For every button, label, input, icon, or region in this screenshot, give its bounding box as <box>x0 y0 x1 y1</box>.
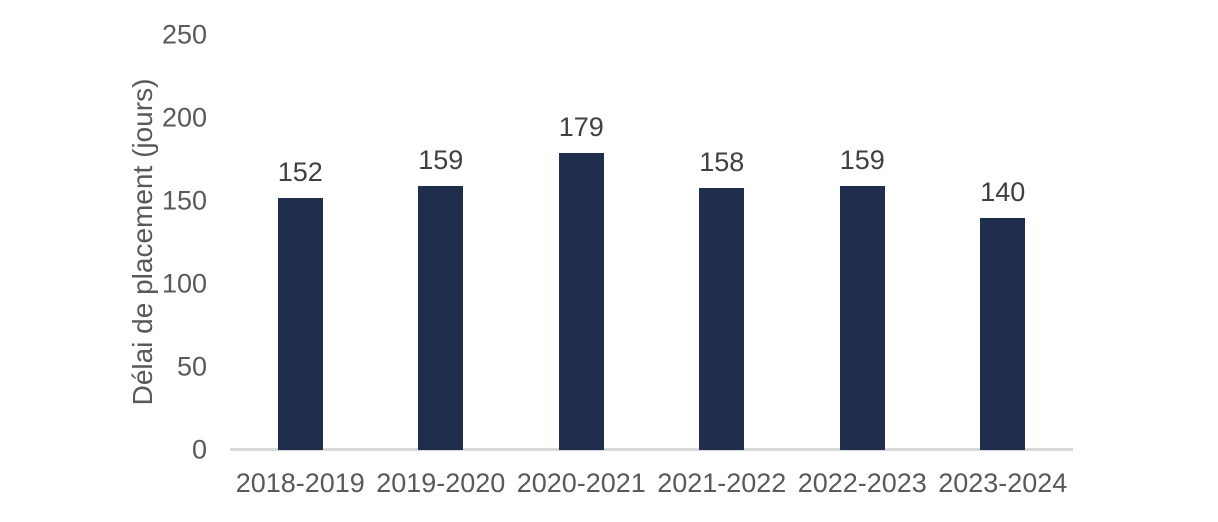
x-tick-label: 2020-2021 <box>516 468 646 498</box>
x-tick-label: 2022-2023 <box>797 468 927 498</box>
x-tick-label: 2023-2024 <box>938 468 1068 498</box>
bar-value-label: 158 <box>699 146 745 177</box>
bar-2019-2020 <box>418 186 464 450</box>
bar-2021-2022 <box>699 187 745 450</box>
bar-2018-2019 <box>277 197 323 450</box>
bar-2020-2021 <box>558 152 604 450</box>
bar-2023-2024 <box>980 217 1026 450</box>
y-tick-label: 50 <box>176 351 207 382</box>
bar-2022-2023 <box>839 186 885 450</box>
x-axis-line <box>230 448 1073 451</box>
bar-value-label: 140 <box>980 176 1026 207</box>
x-tick-label: 2019-2020 <box>376 468 506 498</box>
bar-value-label: 159 <box>418 145 464 176</box>
y-tick-label: 100 <box>161 268 207 299</box>
y-tick-label: 0 <box>191 434 207 465</box>
bar-value-label: 152 <box>277 156 323 187</box>
bar-value-label: 179 <box>558 111 604 142</box>
bar-value-label: 159 <box>839 145 885 176</box>
y-tick-label: 150 <box>161 185 207 216</box>
x-tick-label: 2018-2019 <box>235 468 365 498</box>
x-tick-label: 2021-2022 <box>657 468 787 498</box>
y-tick-label: 250 <box>161 19 207 50</box>
y-tick-label: 200 <box>161 102 207 133</box>
